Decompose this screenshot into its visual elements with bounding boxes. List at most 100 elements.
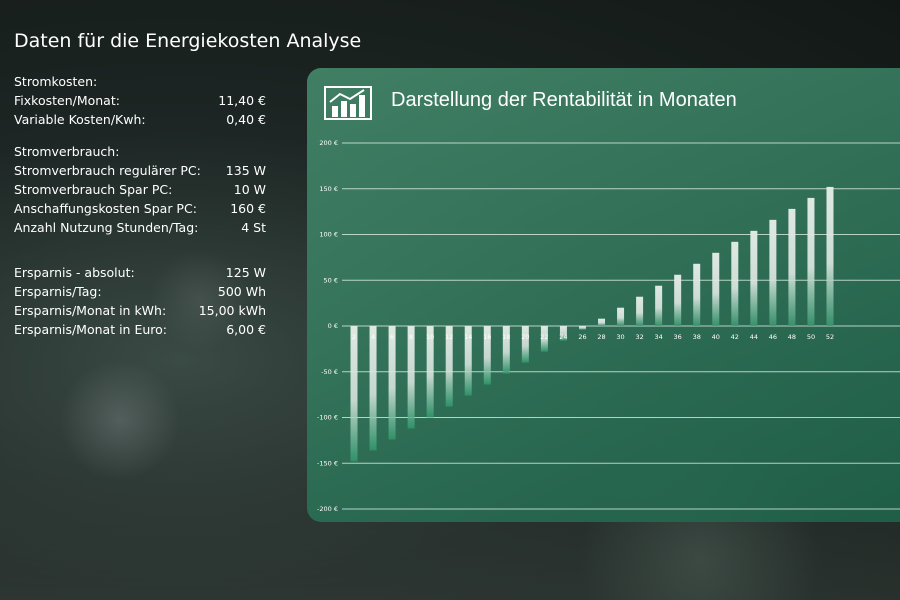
y-tick-label: -150 € [317, 459, 338, 467]
heading-text: Stromverbrauch: [14, 144, 120, 159]
data-row: Fixkosten/Monat: 11,40 € [14, 91, 266, 110]
row-label: Ersparnis/Tag: [14, 284, 102, 299]
bar-month-32 [636, 296, 644, 326]
y-tick-label: -50 € [321, 368, 338, 376]
x-tick-label: 6 [390, 333, 394, 341]
y-tick-label: -200 € [317, 505, 338, 513]
bar-month-8 [407, 326, 415, 429]
row-label: Ersparnis - absolut: [14, 265, 135, 280]
x-tick-label: 2 [352, 333, 356, 341]
x-tick-label: 42 [731, 333, 739, 341]
bar-month-36 [674, 274, 682, 326]
x-tick-label: 24 [559, 333, 567, 341]
x-tick-label: 8 [409, 333, 413, 341]
x-tick-label: 16 [483, 333, 491, 341]
x-tick-label: 36 [674, 333, 682, 341]
heading-text: Stromkosten: [14, 74, 98, 89]
chart-panel [307, 68, 900, 522]
x-tick-label: 46 [769, 333, 777, 341]
x-tick-label: 48 [788, 333, 796, 341]
bar-month-46 [769, 219, 777, 326]
page-title: Daten für die Energiekosten Analyse [14, 30, 362, 52]
x-tick-label: 34 [654, 333, 662, 341]
bar-month-20 [521, 326, 529, 363]
bar-month-2 [350, 326, 358, 462]
row-value: 500 Wh [217, 284, 266, 299]
y-tick-label: -100 € [317, 414, 338, 422]
bar-chart-growth-icon [324, 86, 372, 120]
data-row: Stromverbrauch Spar PC: 10 W [14, 180, 266, 199]
bar-month-52 [826, 186, 834, 326]
bar-month-48 [788, 208, 796, 326]
row-label: Stromverbrauch Spar PC: [14, 182, 173, 197]
x-tick-label: 30 [616, 333, 624, 341]
x-tick-label: 20 [521, 333, 529, 341]
bar-month-26 [578, 326, 586, 330]
bar-month-42 [731, 241, 739, 326]
x-tick-label: 52 [826, 333, 834, 341]
chart-title: Darstellung der Rentabilität in Monaten [391, 89, 737, 111]
x-tick-label: 4 [371, 333, 375, 341]
data-row: Variable Kosten/Kwh: 0,40 € [14, 110, 266, 129]
bar-month-10 [426, 326, 434, 418]
section-heading: Stromverbrauch: [14, 142, 266, 161]
x-tick-label: 40 [712, 333, 720, 341]
row-value: 0,40 € [226, 112, 266, 127]
x-tick-label: 44 [750, 333, 758, 341]
y-tick-label: 150 € [319, 185, 338, 193]
bar-month-30 [617, 307, 625, 326]
row-value: 15,00 kWh [198, 303, 266, 318]
bar-month-28 [598, 318, 606, 326]
bar-month-24 [559, 326, 567, 341]
data-row: Stromverbrauch regulärer PC: 135 W [14, 161, 266, 180]
x-tick-label: 32 [635, 333, 643, 341]
x-tick-label: 10 [426, 333, 434, 341]
row-label: Fixkosten/Monat: [14, 93, 120, 108]
bar-month-18 [502, 326, 510, 374]
y-tick-label: 0 € [328, 322, 338, 330]
bar-month-40 [712, 252, 720, 326]
y-tick-label: 200 € [319, 139, 338, 147]
x-tick-label: 26 [578, 333, 586, 341]
bar-month-12 [445, 326, 453, 407]
row-value: 10 W [233, 182, 266, 197]
bar-month-14 [464, 326, 472, 396]
y-tick-label: 100 € [319, 231, 338, 239]
bar-month-50 [807, 197, 815, 326]
row-value: 160 € [230, 201, 266, 216]
row-label: Variable Kosten/Kwh: [14, 112, 146, 127]
x-tick-label: 50 [807, 333, 815, 341]
x-tick-label: 18 [502, 333, 510, 341]
row-value: 125 W [225, 265, 266, 280]
row-label: Anzahl Nutzung Stunden/Tag: [14, 220, 199, 235]
x-tick-label: 38 [693, 333, 701, 341]
bar-month-4 [369, 326, 377, 451]
row-value: 6,00 € [226, 322, 266, 337]
x-tick-label: 22 [540, 333, 548, 341]
bar-month-38 [693, 263, 701, 326]
data-row: Anschaffungskosten Spar PC: 160 € [14, 199, 266, 218]
row-value: 11,40 € [218, 93, 266, 108]
row-value: 135 W [225, 163, 266, 178]
bar-month-6 [388, 326, 396, 440]
x-tick-label: 14 [464, 333, 472, 341]
row-label: Stromverbrauch regulärer PC: [14, 163, 201, 178]
bar-month-16 [483, 326, 491, 385]
bar-month-44 [750, 230, 758, 326]
y-tick-label: 50 € [324, 276, 338, 284]
row-label: Anschaffungskosten Spar PC: [14, 201, 197, 216]
x-tick-label: 28 [597, 333, 605, 341]
row-value: 4 St [241, 220, 266, 235]
bar-month-22 [540, 326, 548, 352]
data-row: Ersparnis - absolut: 125 W [14, 263, 266, 282]
x-tick-label: 12 [445, 333, 453, 341]
data-row: Ersparnis/Tag: 500 Wh [14, 282, 266, 301]
data-row: Ersparnis/Monat in Euro: 6,00 € [14, 320, 266, 339]
energy-data-table: Stromkosten: Fixkosten/Monat: 11,40 € Varia… [14, 72, 266, 339]
data-row: Ersparnis/Monat in kWh: 15,00 kWh [14, 301, 266, 320]
data-row: Anzahl Nutzung Stunden/Tag: 4 St [14, 218, 266, 237]
profitability-chart: 200 € 150 € 100 € 50 € 0 € -50 € -100 € -150 € -… [317, 139, 900, 513]
row-label: Ersparnis/Monat in Euro: [14, 322, 167, 337]
bar-month-34 [655, 285, 663, 326]
section-heading: Stromkosten: [14, 72, 266, 91]
